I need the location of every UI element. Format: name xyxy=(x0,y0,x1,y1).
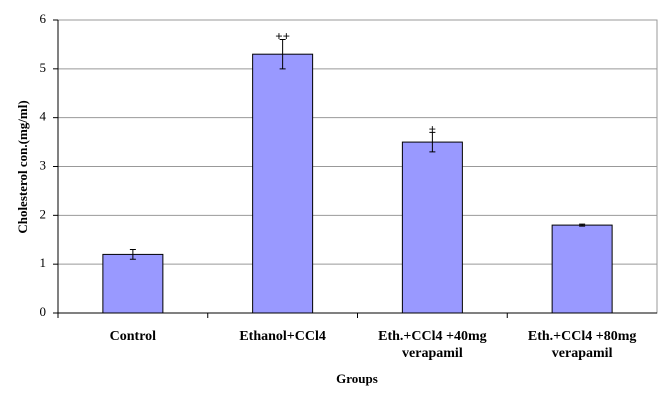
x-tick-label: Ethanol+CCl4 xyxy=(239,329,326,344)
y-tick-label: 6 xyxy=(40,11,47,26)
y-tick-label: 4 xyxy=(40,109,47,124)
y-tick-label: 3 xyxy=(40,157,47,172)
y-tick-label: 1 xyxy=(40,255,47,270)
y-tick-label: 0 xyxy=(40,304,47,319)
y-tick-label: 5 xyxy=(40,60,47,75)
error-bar xyxy=(129,249,136,260)
significance-mark: + xyxy=(429,121,436,136)
y-axis-label: Cholesterol con.(mg/ml) xyxy=(15,100,30,233)
x-tick-label: Eth.+CCl4 +40mg verapamil xyxy=(378,329,487,361)
error-bar xyxy=(279,39,286,70)
x-tick-label: Eth.+CCl4 +80mg verapamil xyxy=(527,329,637,361)
x-axis-label: Groups xyxy=(336,371,378,386)
y-tick-label: 2 xyxy=(40,206,47,221)
x-tick-label: Control xyxy=(109,329,157,344)
bar xyxy=(102,253,164,314)
bar xyxy=(401,141,463,314)
error-bar xyxy=(579,223,586,227)
significance-mark: ++ xyxy=(275,29,290,44)
bar xyxy=(252,53,314,314)
bar xyxy=(551,224,613,314)
error-bar xyxy=(429,131,436,153)
